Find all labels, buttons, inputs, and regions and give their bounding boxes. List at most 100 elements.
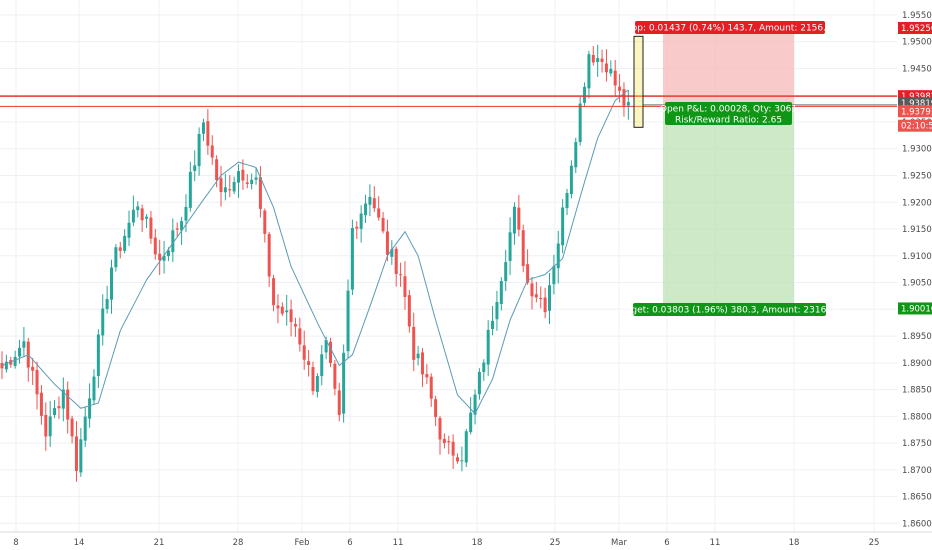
candle-body	[456, 457, 459, 461]
candle	[351, 220, 354, 295]
price-axis[interactable]: 1.955001.950001.945001.940001.935001.930…	[898, 11, 932, 529]
candle-body	[530, 283, 533, 296]
time-tick-label: 28	[233, 538, 244, 548]
candle-body	[539, 298, 542, 299]
candle-body	[189, 172, 192, 208]
candle	[22, 327, 25, 357]
candle-body	[18, 348, 21, 357]
pnl-label: Open P&L: 0.00028, Qty: 3061Risk/Reward …	[660, 102, 797, 126]
candle-body	[92, 377, 95, 401]
candle	[399, 263, 402, 287]
candle	[605, 49, 608, 81]
candle-body	[487, 330, 490, 365]
price-tick-label: 1.91000	[902, 252, 932, 262]
candle	[294, 318, 297, 337]
candle-body	[517, 208, 520, 230]
time-tick-label: 6	[664, 538, 669, 548]
candle-body	[333, 364, 336, 389]
candle	[430, 373, 433, 406]
candle	[40, 385, 43, 425]
candle-body	[128, 223, 131, 238]
candle-body	[14, 357, 17, 366]
candle-body	[176, 228, 179, 229]
candle	[592, 46, 595, 66]
candle-body	[290, 309, 293, 322]
candle-body	[224, 187, 227, 192]
candle	[320, 345, 323, 385]
candle	[535, 282, 538, 302]
candle	[233, 177, 236, 195]
candle	[495, 291, 498, 331]
candle	[246, 174, 249, 188]
candle	[465, 429, 468, 467]
candle-body	[114, 247, 117, 267]
candle-body	[460, 460, 463, 461]
candle-body	[272, 278, 275, 305]
candle-body	[220, 178, 223, 192]
time-tick-label: 8	[13, 538, 18, 548]
candle-body	[255, 177, 258, 179]
time-axis[interactable]: 8 14 21 28 Feb 6 11 18 25 Mar 6 11 18 25	[0, 532, 932, 548]
target-price-tag: 1.90016	[901, 304, 932, 314]
candle	[149, 211, 152, 244]
candle	[548, 273, 551, 324]
candle	[316, 373, 319, 397]
target-label-text: Target: 0.03803 (1.96%) 380.3, Amount: 2…	[617, 306, 840, 316]
candle	[570, 160, 573, 198]
candle	[193, 150, 196, 181]
take-profit-zone[interactable]	[663, 105, 794, 309]
candle-body	[386, 231, 389, 254]
candle	[338, 383, 341, 422]
candle-body	[368, 197, 371, 205]
time-tick-label: Mar	[611, 538, 628, 548]
candle	[268, 232, 271, 287]
selection-box[interactable]	[634, 36, 643, 127]
stop-label: Stop: 0.01437 (0.74%) 143.7, Amount: 215…	[623, 21, 838, 34]
candle	[443, 433, 446, 448]
moving-average-line	[2, 90, 628, 414]
candle	[614, 60, 617, 96]
candle	[478, 368, 481, 399]
candle-body	[592, 55, 595, 62]
candle-body	[412, 327, 415, 360]
stop-loss-zone[interactable]	[663, 28, 794, 105]
price-tick-label: 1.94500	[902, 64, 932, 74]
candle-body	[509, 232, 512, 261]
candle-body	[364, 204, 367, 216]
candle-body	[609, 69, 612, 73]
candle-body	[97, 335, 100, 376]
candle-body	[141, 208, 144, 220]
candle-body	[228, 189, 231, 190]
candle	[360, 205, 363, 242]
candle	[211, 135, 214, 165]
candle-body	[544, 297, 547, 312]
candle-body	[329, 342, 332, 363]
candle-body	[443, 439, 446, 443]
candle-body	[36, 370, 39, 394]
candle	[276, 294, 279, 323]
candle-body	[587, 54, 590, 88]
candle-body	[145, 217, 148, 219]
stop-price-tag: 1.95256	[901, 24, 932, 34]
price-tick-label: 1.88500	[902, 386, 932, 396]
candle-body	[605, 64, 608, 73]
candle-body	[574, 142, 577, 167]
candle-body	[246, 182, 249, 184]
candle	[434, 396, 437, 426]
candle-body	[561, 208, 564, 246]
candle-body	[355, 227, 358, 229]
candle-body	[84, 417, 87, 441]
candle	[355, 221, 358, 239]
candle-body	[294, 324, 297, 326]
candle-body	[347, 291, 350, 352]
candle	[228, 175, 231, 197]
candle-body	[373, 198, 376, 208]
time-tick-label: 18	[472, 538, 483, 548]
candle	[132, 196, 135, 226]
candle	[539, 286, 542, 308]
candle	[224, 174, 227, 201]
candle-body	[215, 159, 218, 180]
position-zones[interactable]	[663, 28, 794, 308]
candle	[403, 261, 406, 310]
